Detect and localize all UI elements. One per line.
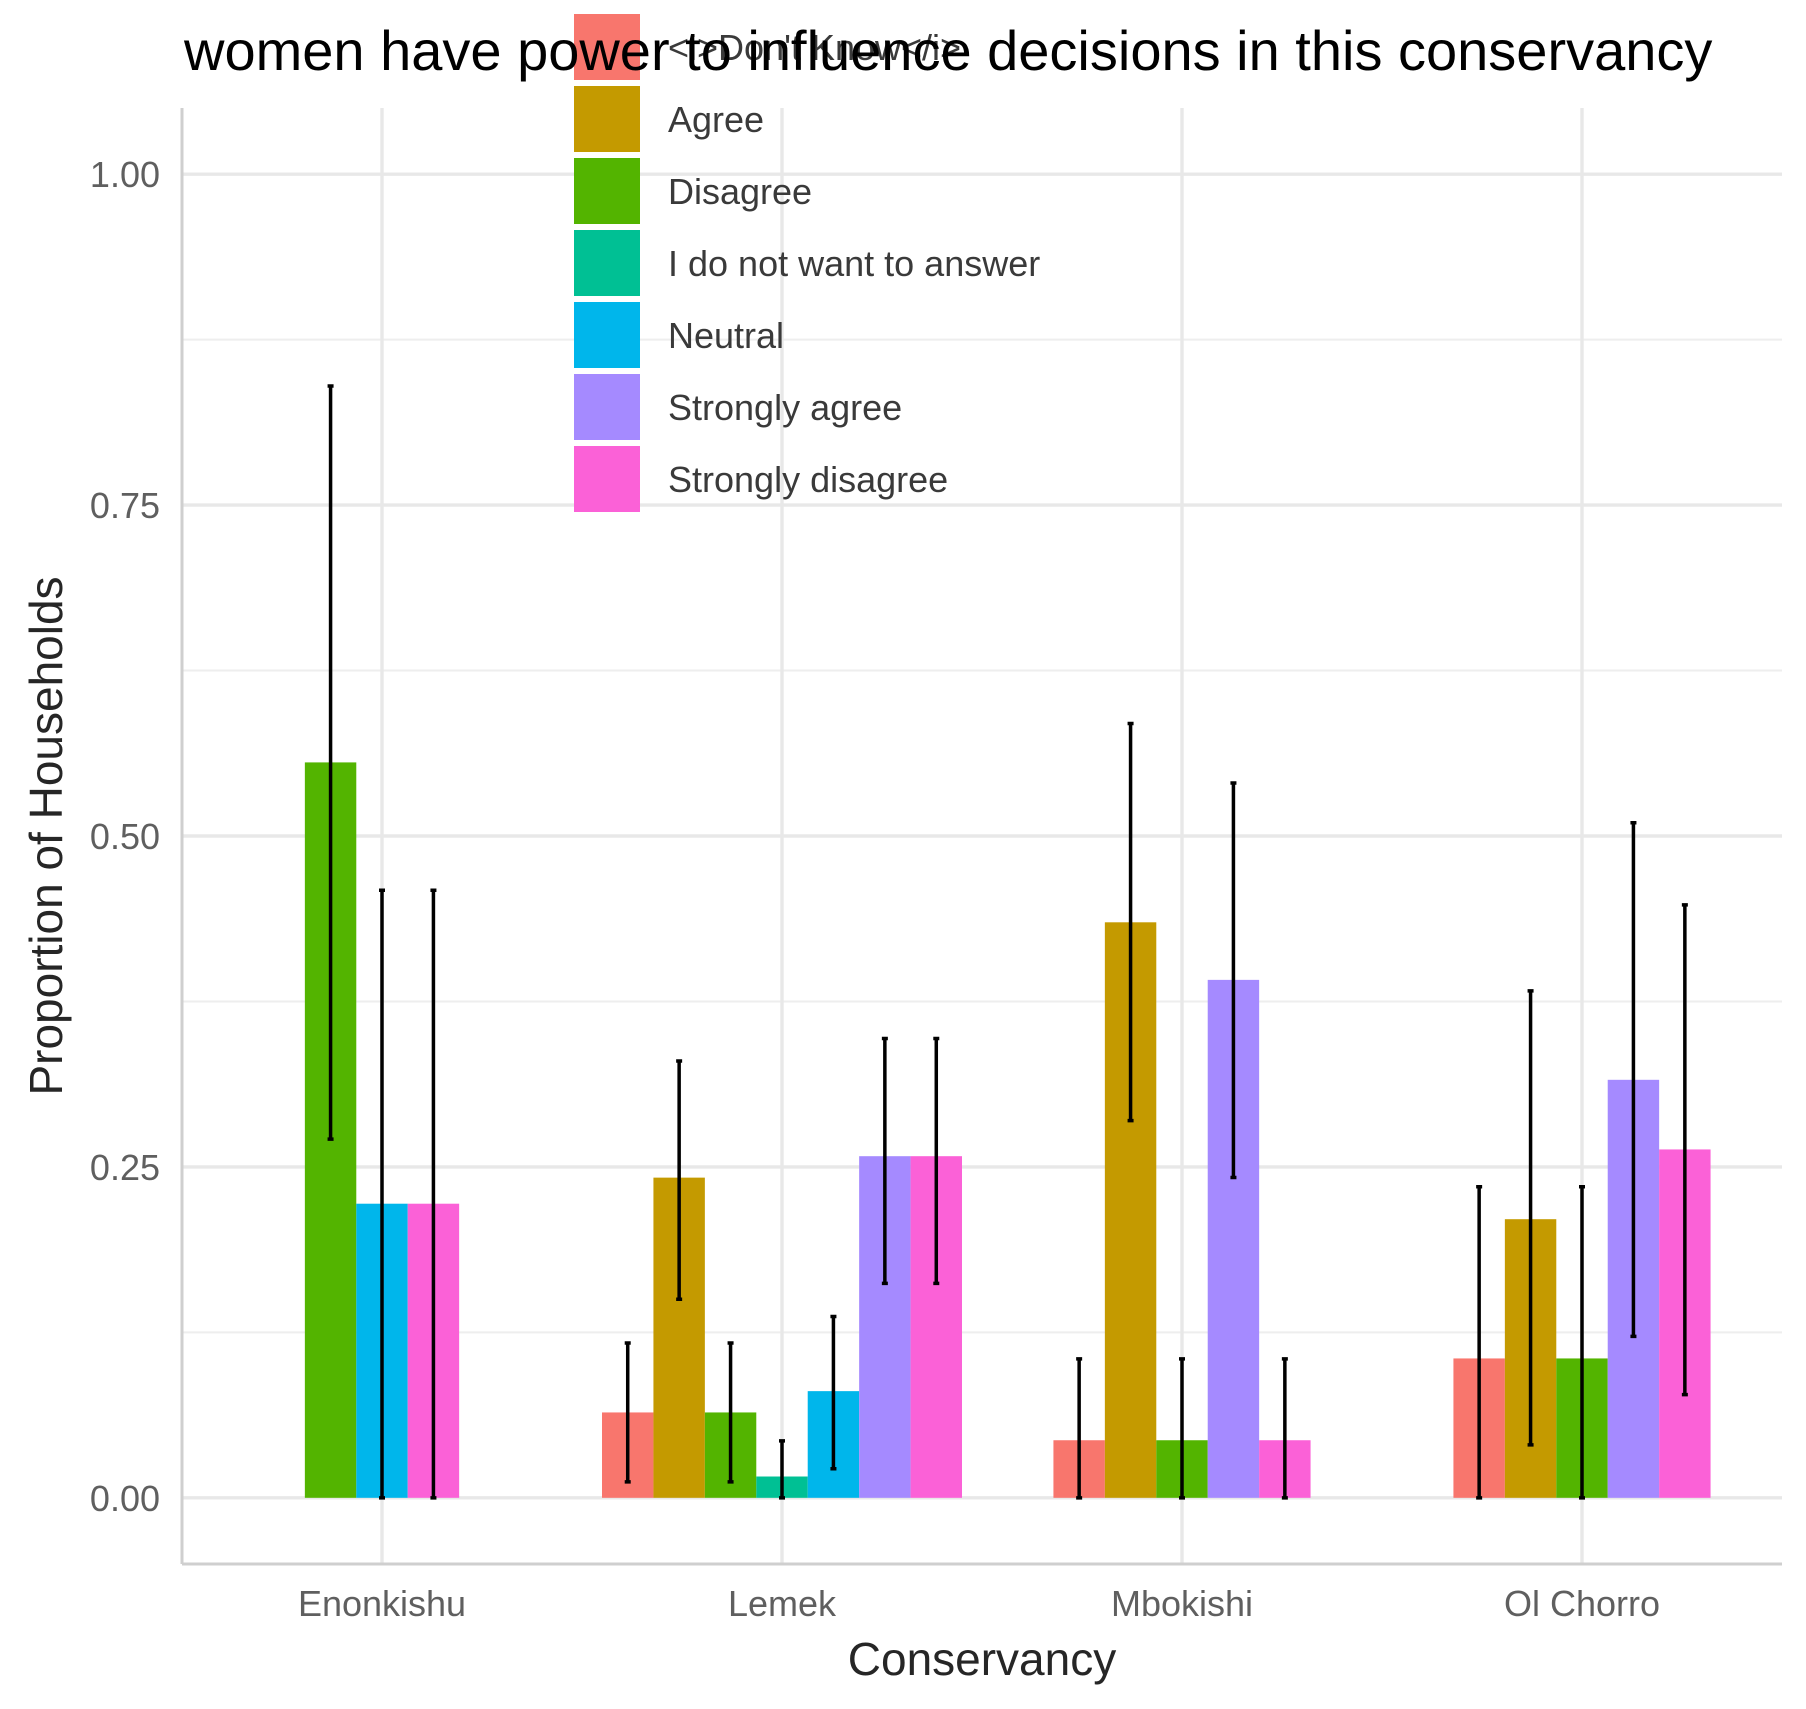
error-bar bbox=[1076, 1357, 1083, 1500]
legend-key bbox=[574, 374, 640, 440]
error-bar bbox=[1179, 1357, 1185, 1500]
legend-label: I do not want to answer bbox=[668, 243, 1040, 284]
x-tick-label: Mbokishi bbox=[1111, 1583, 1253, 1624]
error-bar bbox=[327, 384, 334, 1141]
error-bar bbox=[1281, 1357, 1288, 1500]
error-bar bbox=[1230, 781, 1237, 1180]
legend-label: Disagree bbox=[668, 171, 812, 212]
x-tick-label: Enonkishu bbox=[298, 1583, 466, 1624]
legend-key bbox=[574, 446, 640, 512]
error-bar bbox=[779, 1439, 785, 1500]
error-bar bbox=[1681, 903, 1688, 1397]
legend-label: Agree bbox=[668, 99, 764, 140]
legend: <i>Don't Know</i> Agree Disagree I do not w… bbox=[574, 14, 1040, 512]
legend-key bbox=[574, 302, 640, 368]
legend-key bbox=[574, 86, 640, 152]
error-bar bbox=[1527, 989, 1534, 1447]
error-bar bbox=[430, 888, 437, 1500]
y-tick-label: 1.00 bbox=[90, 154, 160, 195]
error-bar bbox=[624, 1341, 631, 1484]
error-bar bbox=[727, 1341, 734, 1484]
y-tick-label: 0.75 bbox=[90, 485, 160, 526]
legend-label: Neutral bbox=[668, 315, 784, 356]
legend-label: Strongly disagree bbox=[668, 459, 948, 500]
y-tick-label: 0.25 bbox=[90, 1147, 160, 1188]
bars bbox=[304, 762, 1711, 1498]
error-bar bbox=[1630, 821, 1637, 1339]
y-tick-label: 0.00 bbox=[90, 1478, 160, 1519]
chart-title: women have power to influence decisions … bbox=[183, 19, 1712, 82]
legend-key bbox=[574, 158, 640, 224]
error-bar bbox=[676, 1059, 683, 1302]
legend-key bbox=[574, 230, 640, 296]
error-bar bbox=[830, 1314, 837, 1471]
axes bbox=[180, 108, 1782, 1566]
legend-label: <i>Don't Know</i> bbox=[668, 27, 961, 68]
error-bar bbox=[1476, 1185, 1483, 1500]
error-bar bbox=[881, 1036, 888, 1286]
error-bar bbox=[1127, 721, 1134, 1123]
legend-label: Strongly agree bbox=[668, 387, 902, 428]
y-tick-label: 0.50 bbox=[90, 816, 160, 857]
x-axis-title: Conservancy bbox=[848, 1633, 1116, 1685]
error-bar bbox=[933, 1036, 940, 1286]
error-bar bbox=[1579, 1185, 1585, 1500]
x-tick-label: Ol Chorro bbox=[1504, 1583, 1660, 1624]
y-axis-title: Proportion of Households bbox=[20, 576, 72, 1095]
tick-labels: 0.00 0.25 0.50 0.75 1.00 Enonkishu Lemek Mbokis… bbox=[90, 154, 1660, 1624]
error-bar bbox=[379, 888, 385, 1500]
error-bars bbox=[327, 384, 1688, 1500]
legend-key bbox=[574, 14, 640, 80]
x-tick-label: Lemek bbox=[728, 1583, 837, 1624]
